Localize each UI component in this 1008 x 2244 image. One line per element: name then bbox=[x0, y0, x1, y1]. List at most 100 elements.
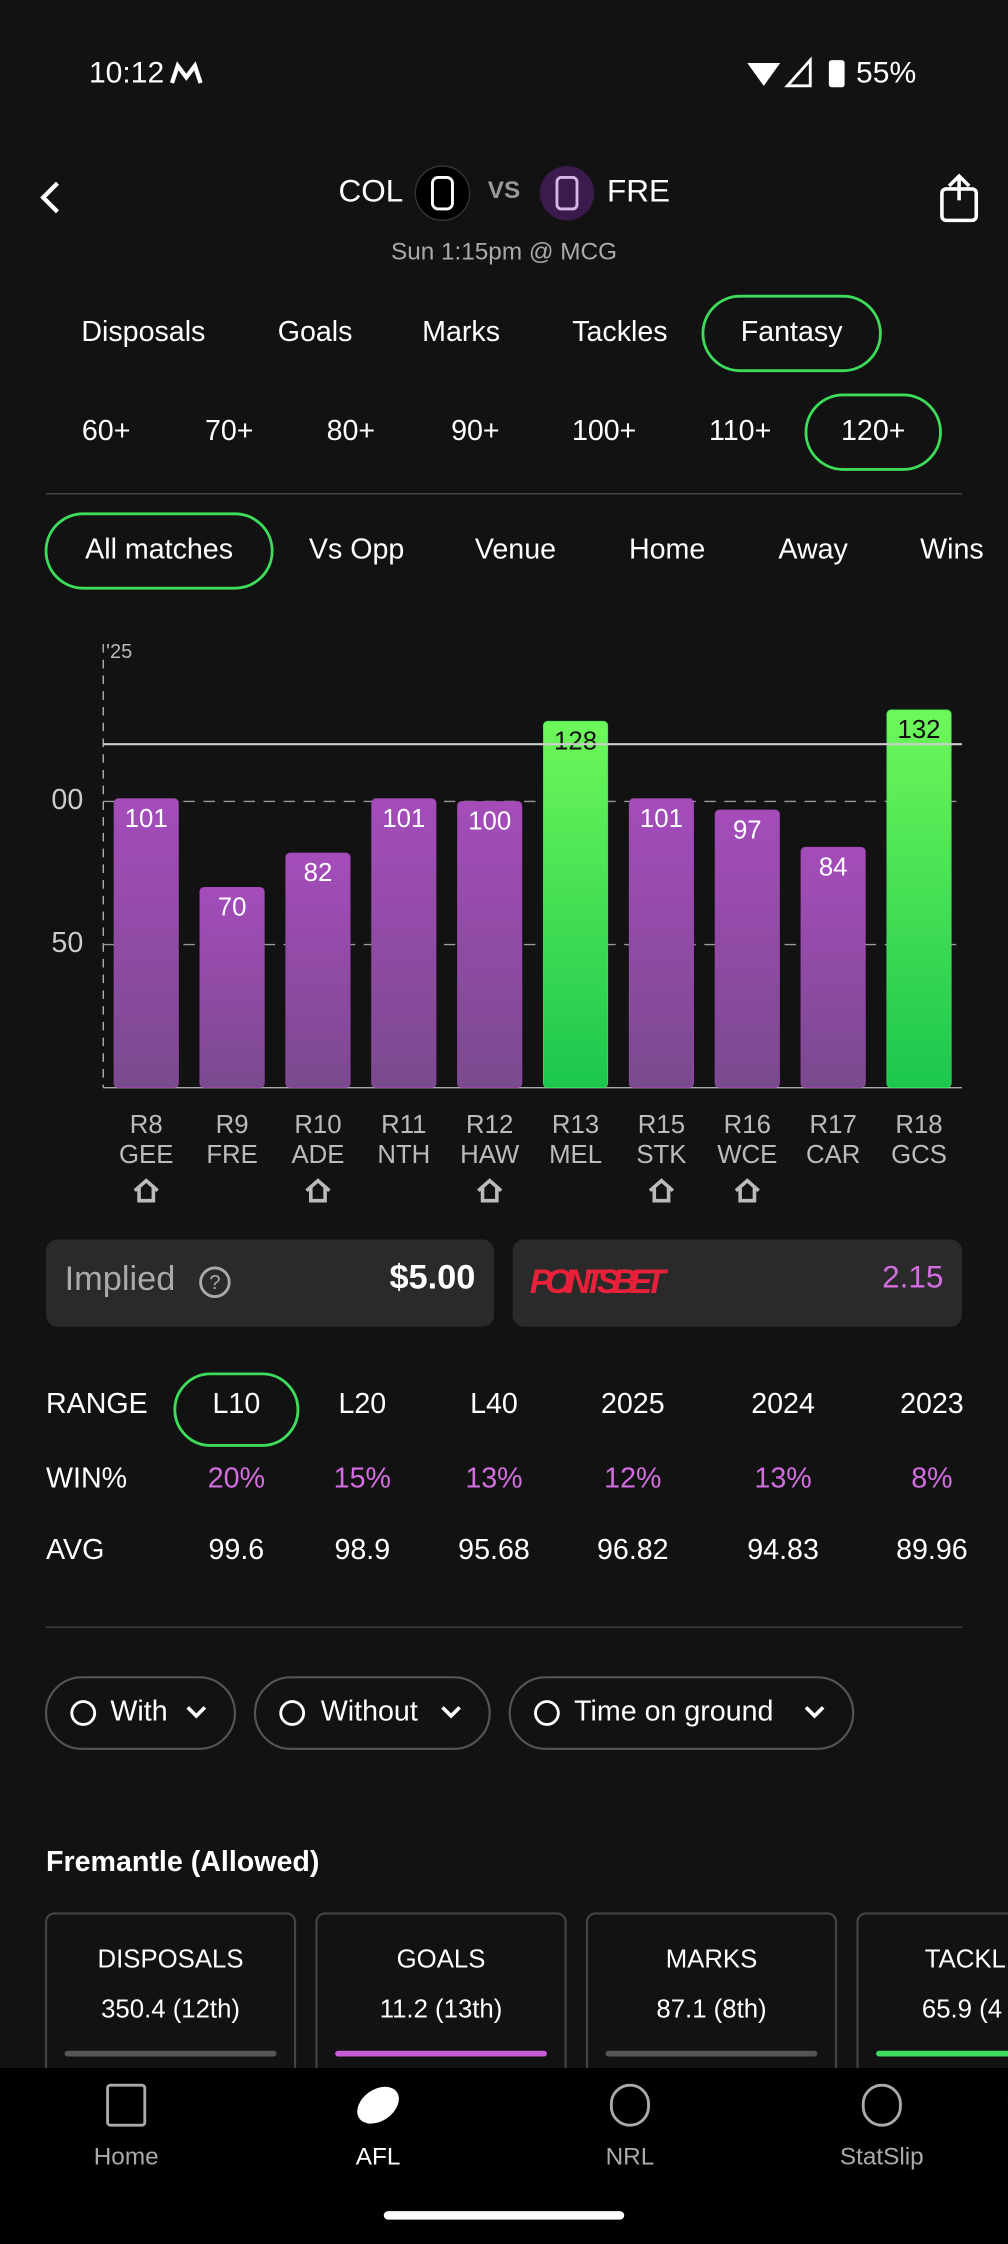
selected-tab[interactable] bbox=[44, 512, 274, 590]
fre-logo bbox=[539, 166, 595, 221]
battery-level: 55% bbox=[856, 56, 916, 89]
range-option[interactable]: L10 bbox=[213, 1388, 261, 1420]
bar[interactable] bbox=[542, 720, 609, 1089]
tab[interactable]: Goals bbox=[278, 316, 353, 348]
home-icon bbox=[305, 1178, 331, 1203]
bar[interactable] bbox=[113, 798, 179, 1089]
bar[interactable] bbox=[457, 801, 523, 1089]
x-tick-round: R16 bbox=[724, 1111, 771, 1139]
card-value: 65.9 (4 bbox=[922, 1996, 1002, 2024]
selected-tab[interactable] bbox=[701, 294, 882, 373]
card-value: 11.2 (13th) bbox=[380, 1996, 503, 2024]
bar[interactable] bbox=[628, 798, 694, 1089]
bar-label: 132 bbox=[898, 716, 941, 744]
nav-icon[interactable] bbox=[106, 2083, 147, 2127]
tab[interactable]: Marks bbox=[422, 316, 500, 348]
x-tick-round: R8 bbox=[130, 1111, 163, 1139]
nav-icon[interactable] bbox=[861, 2083, 902, 2127]
nav-icon[interactable] bbox=[350, 2079, 406, 2131]
bar[interactable] bbox=[800, 846, 866, 1089]
back-button[interactable] bbox=[40, 181, 60, 214]
col-guernsey bbox=[431, 176, 454, 211]
tab[interactable]: 90+ bbox=[451, 415, 500, 447]
chip-icon bbox=[279, 1700, 306, 1726]
implied-label: Implied bbox=[65, 1260, 176, 1298]
tab[interactable]: 120+ bbox=[841, 415, 905, 447]
tab[interactable]: 110+ bbox=[709, 415, 771, 447]
tab[interactable]: Away bbox=[778, 534, 848, 566]
bar-label: 101 bbox=[640, 805, 683, 833]
tab[interactable]: Tackles bbox=[572, 316, 667, 348]
x-tick-opponent: CAR bbox=[806, 1141, 860, 1169]
tab[interactable]: 100+ bbox=[572, 415, 636, 447]
filter-chip[interactable] bbox=[253, 1676, 491, 1750]
filter-label[interactable]: Without bbox=[321, 1696, 418, 1728]
share-button[interactable] bbox=[940, 173, 979, 223]
range-cell: 15% bbox=[334, 1462, 391, 1494]
filter-label[interactable]: With bbox=[110, 1696, 167, 1728]
range-option[interactable]: 2023 bbox=[900, 1388, 964, 1420]
x-tick-round: R15 bbox=[638, 1111, 685, 1139]
bar-label: 128 bbox=[554, 728, 597, 756]
battery-icon bbox=[828, 60, 845, 88]
home-icon bbox=[133, 1178, 159, 1203]
row-label: WIN% bbox=[46, 1462, 127, 1494]
bookmaker-box[interactable] bbox=[512, 1239, 962, 1327]
axis-year: '25 bbox=[106, 641, 132, 663]
nav-icon[interactable] bbox=[609, 2083, 650, 2127]
home-icon bbox=[477, 1178, 503, 1203]
x-tick-round: R17 bbox=[810, 1111, 857, 1139]
filter-chip[interactable] bbox=[44, 1676, 237, 1750]
nav-label[interactable]: NRL bbox=[606, 2144, 655, 2171]
x-tick-round: R11 bbox=[381, 1111, 426, 1139]
bar[interactable] bbox=[199, 886, 265, 1089]
tab[interactable]: All matches bbox=[85, 534, 233, 566]
tab[interactable]: Vs Opp bbox=[309, 534, 404, 566]
bar-label: 70 bbox=[218, 894, 247, 922]
filter-label[interactable]: Time on ground bbox=[574, 1696, 773, 1728]
nav-label[interactable]: AFL bbox=[356, 2144, 401, 2171]
range-option[interactable]: 2025 bbox=[601, 1388, 665, 1420]
bar-label: 101 bbox=[125, 805, 168, 833]
filter-chip[interactable] bbox=[508, 1676, 855, 1750]
tab[interactable]: 70+ bbox=[205, 415, 254, 447]
bar-label: 82 bbox=[304, 859, 333, 887]
card-label: DISPOSALS bbox=[98, 1945, 244, 1973]
tab[interactable]: Disposals bbox=[81, 316, 205, 348]
card-value: 350.4 (12th) bbox=[101, 1996, 240, 2024]
tab[interactable]: 60+ bbox=[82, 415, 131, 447]
signal-icon bbox=[784, 56, 812, 88]
range-option[interactable]: L20 bbox=[338, 1388, 386, 1420]
range-option[interactable]: L40 bbox=[470, 1388, 518, 1420]
bookmaker-logo: POINTSBET bbox=[530, 1263, 669, 1301]
selected-tab[interactable] bbox=[804, 393, 942, 471]
home-icon bbox=[734, 1178, 760, 1203]
help-icon[interactable] bbox=[199, 1266, 231, 1299]
tab[interactable]: Fantasy bbox=[741, 316, 843, 348]
card-bar bbox=[876, 2050, 1008, 2057]
card-label: GOALS bbox=[397, 1945, 486, 1973]
range-option[interactable]: 2024 bbox=[751, 1388, 815, 1420]
vs-label: VS bbox=[488, 177, 520, 204]
range-cell: 8% bbox=[911, 1462, 952, 1494]
bar[interactable] bbox=[714, 809, 780, 1089]
nav-label[interactable]: Home bbox=[94, 2144, 159, 2171]
tab[interactable]: Home bbox=[629, 534, 705, 566]
range-cell: 20% bbox=[208, 1462, 265, 1494]
implied-box bbox=[46, 1239, 494, 1327]
bar-label: 101 bbox=[382, 805, 425, 833]
range-cell: 99.6 bbox=[209, 1534, 265, 1566]
implied-value: $5.00 bbox=[389, 1259, 475, 1297]
x-tick-opponent: GEE bbox=[119, 1141, 173, 1169]
bar[interactable] bbox=[371, 798, 437, 1089]
bar[interactable] bbox=[285, 852, 351, 1089]
tab[interactable]: Venue bbox=[475, 534, 556, 566]
tab[interactable]: 80+ bbox=[327, 415, 376, 447]
home-indicator bbox=[383, 2211, 625, 2220]
nav-label[interactable]: StatSlip bbox=[840, 2144, 924, 2171]
selected-range[interactable] bbox=[173, 1372, 300, 1447]
tab[interactable]: Wins bbox=[920, 534, 984, 566]
x-tick-opponent: STK bbox=[636, 1141, 686, 1169]
bar[interactable] bbox=[886, 709, 952, 1089]
